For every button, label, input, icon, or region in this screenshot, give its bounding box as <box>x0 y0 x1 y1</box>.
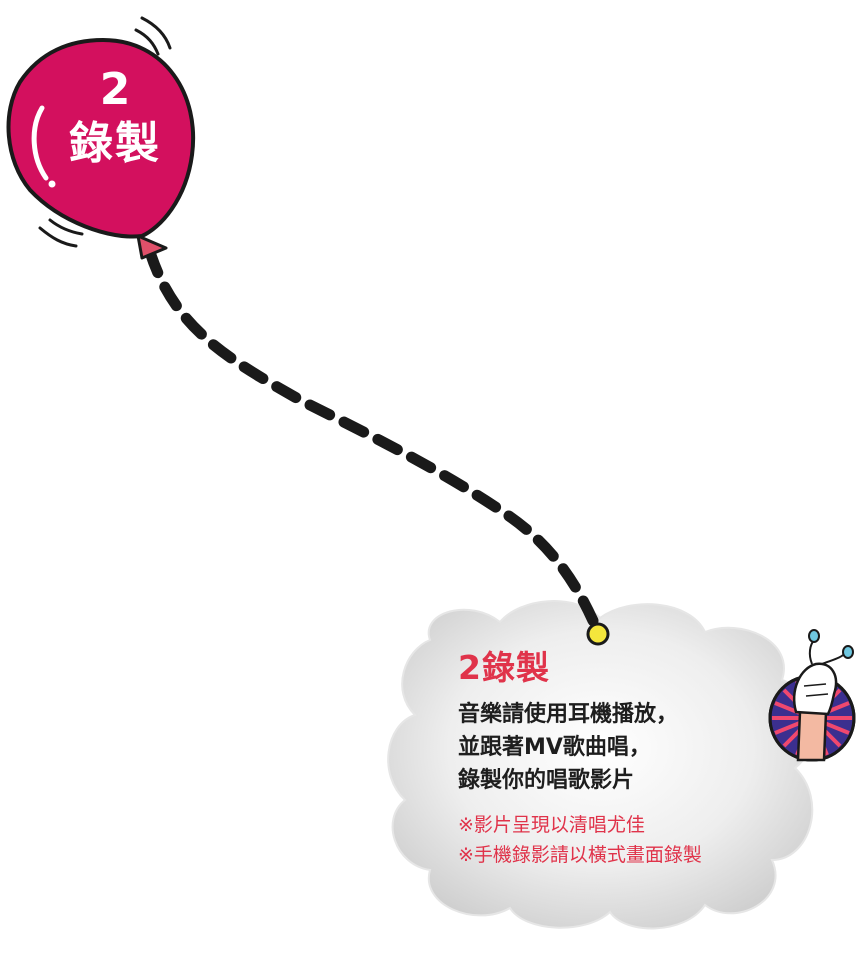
notes-block: ※影片呈現以清唱尤佳 ※手機錄影請以橫式畫面錄製 <box>458 810 788 870</box>
dashed-string <box>144 246 604 638</box>
instruction-line: 錄製你的唱歌影片 <box>458 768 635 793</box>
card-title: 2錄製 <box>458 648 550 687</box>
instruction-line: 並跟著MV歌曲唱， <box>458 735 651 760</box>
pin-icon <box>586 622 610 646</box>
instruction-line: 音樂請使用耳機播放， <box>458 702 679 727</box>
balloon-icon <box>6 16 196 260</box>
cloud-shape <box>387 600 814 930</box>
note-line: ※手機錄影請以橫式畫面錄製 <box>458 844 702 866</box>
note-line: ※影片呈現以清唱尤佳 <box>458 814 645 836</box>
balloon-step-number: 2 <box>99 64 131 115</box>
instructions-block: 音樂請使用耳機播放， 並跟著MV歌曲唱， 錄製你的唱歌影片 <box>458 698 778 797</box>
balloon-step-label: 錄製 <box>69 118 161 169</box>
hand-holding-earphones-icon <box>768 629 856 762</box>
